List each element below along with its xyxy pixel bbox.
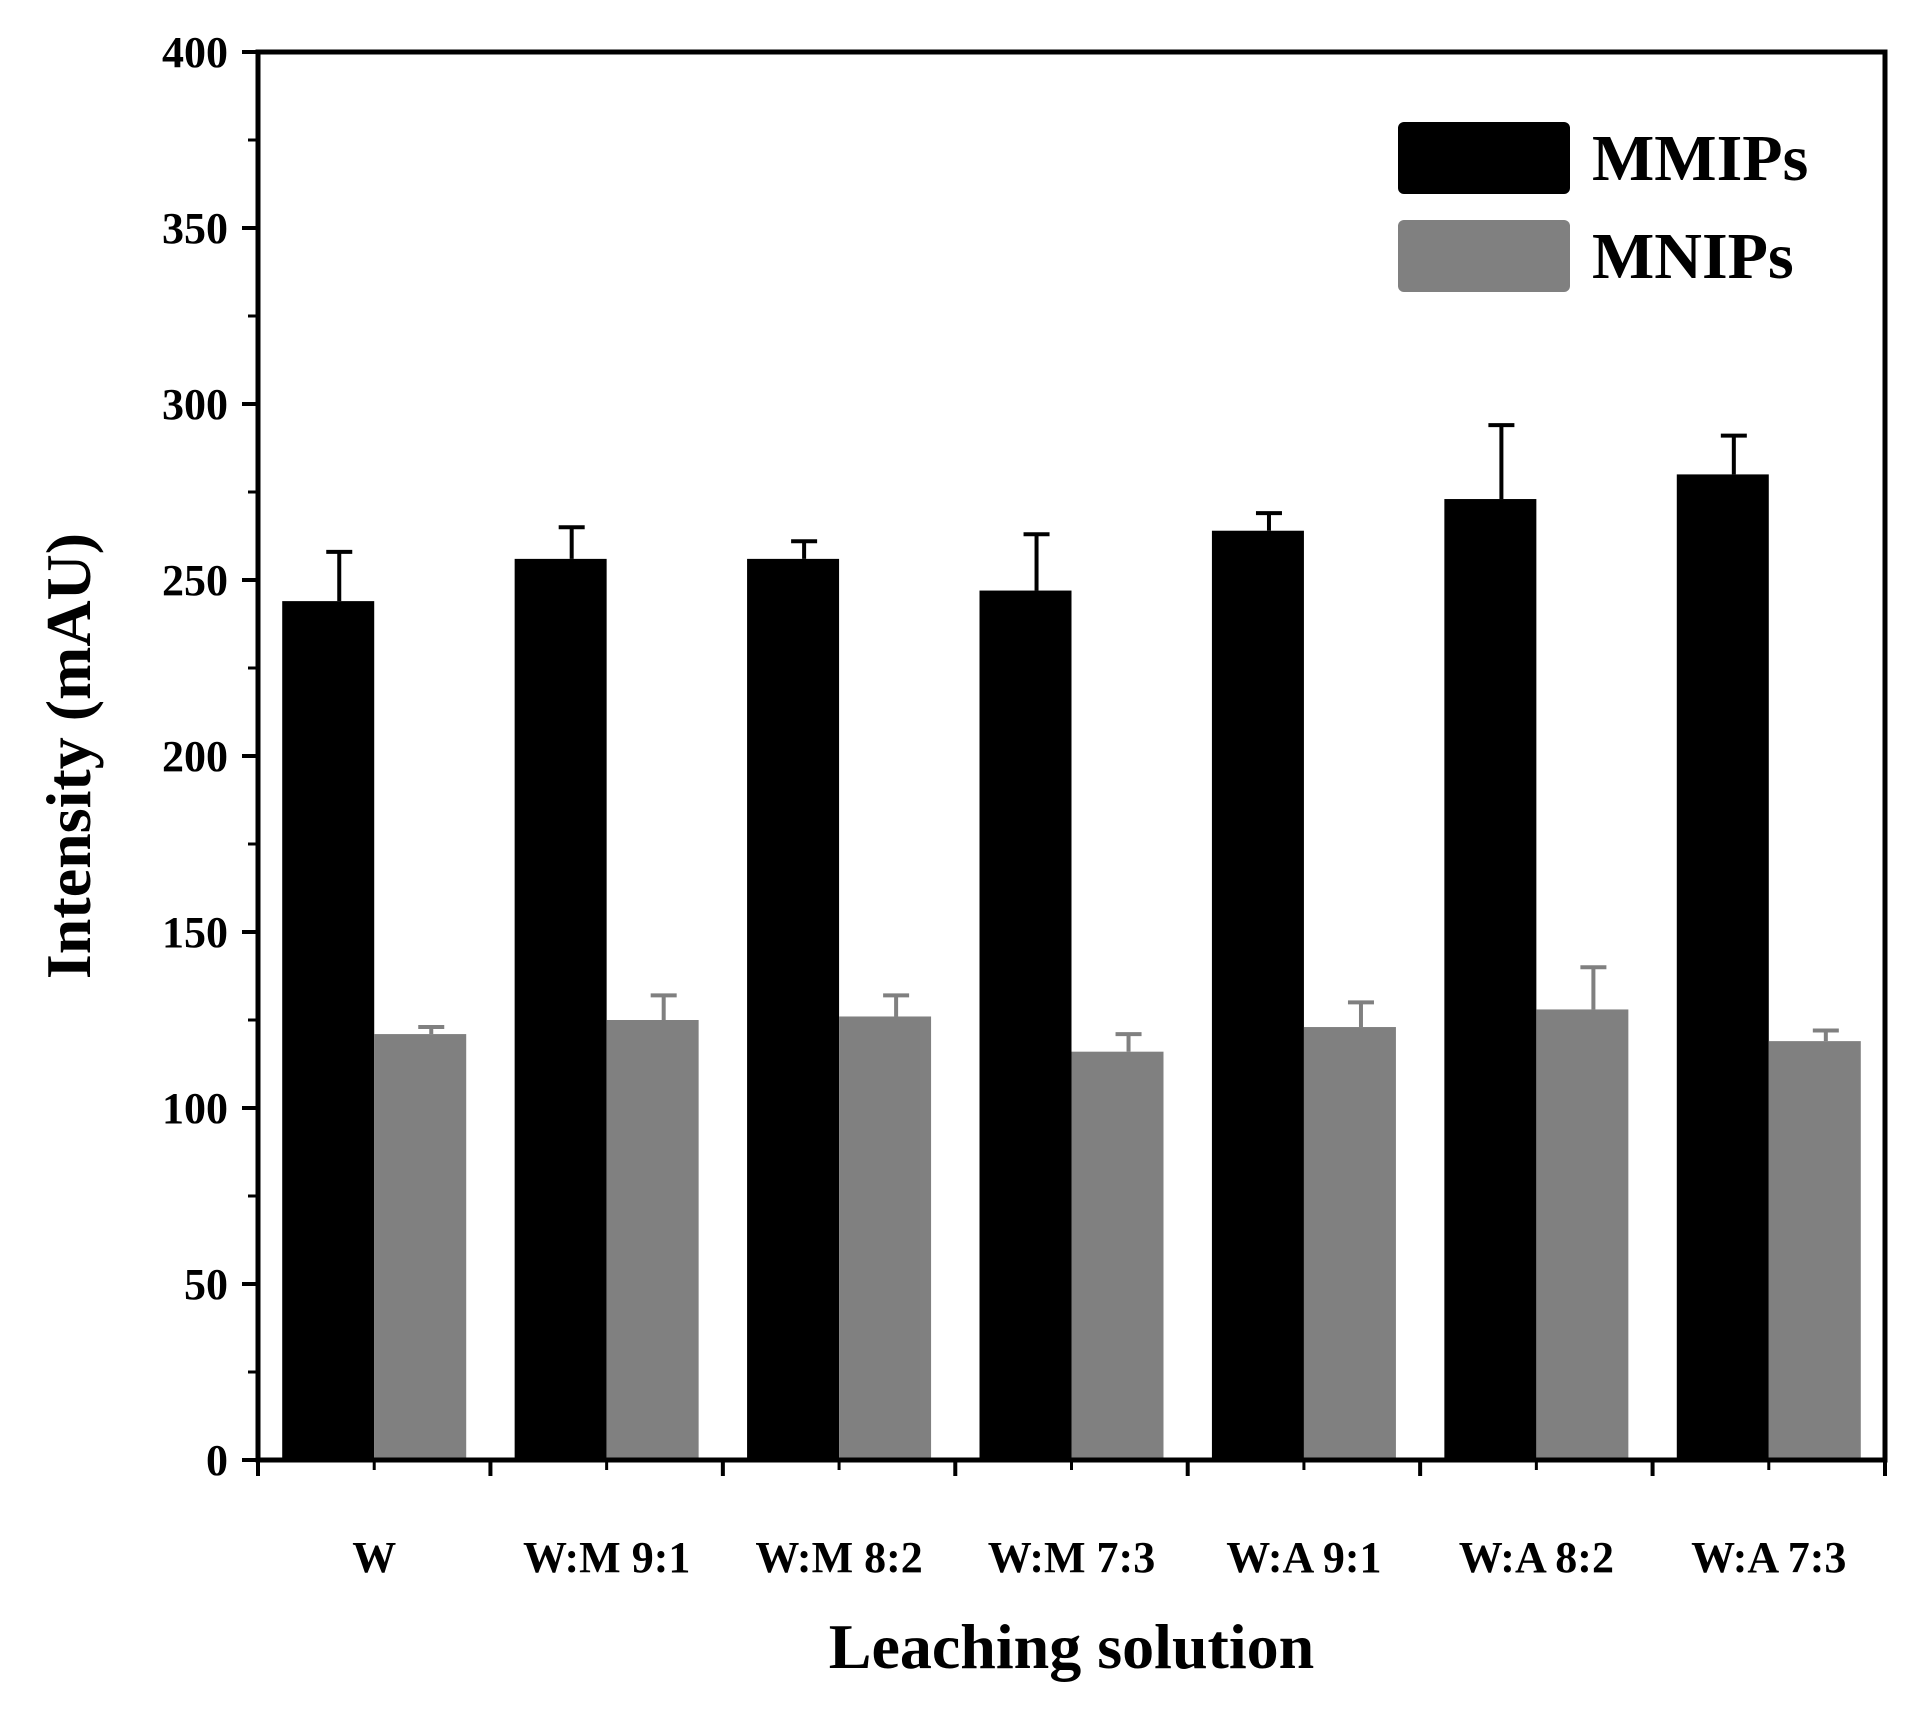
bar-mmips bbox=[1444, 499, 1537, 1460]
bar-mmips bbox=[747, 558, 840, 1460]
error-bars-layer bbox=[326, 423, 1839, 1052]
bar-mnips bbox=[606, 1020, 699, 1460]
y-tick-label: 50 bbox=[184, 1260, 228, 1309]
y-tick-label: 200 bbox=[162, 732, 228, 781]
y-tick-label: 300 bbox=[162, 380, 228, 429]
bar-mnips bbox=[1071, 1051, 1164, 1460]
bar-mmips bbox=[1211, 530, 1304, 1460]
bar-mmips bbox=[979, 590, 1072, 1460]
x-tick-label: W:A 7:3 bbox=[1691, 1533, 1846, 1582]
bar-mnips bbox=[1536, 1009, 1629, 1460]
x-tick-label: W:M 9:1 bbox=[523, 1533, 690, 1582]
bar-mnips bbox=[1768, 1041, 1861, 1460]
legend-swatch-mnips bbox=[1398, 220, 1570, 292]
bar-mmips bbox=[1676, 474, 1769, 1460]
y-axis: 0 50 100 150 200 250 300 350 400 bbox=[162, 28, 258, 1485]
y-axis-title: Intensity (mAU) bbox=[33, 533, 104, 979]
y-tick-label: 100 bbox=[162, 1084, 228, 1133]
legend-swatch-mmips bbox=[1398, 122, 1570, 194]
y-tick-label: 400 bbox=[162, 28, 228, 77]
x-tick-label: W:M 7:3 bbox=[988, 1533, 1155, 1582]
legend-label-mmips: MMIPs bbox=[1592, 122, 1808, 195]
y-tick-label: 150 bbox=[162, 908, 228, 957]
bars-layer bbox=[282, 474, 1861, 1460]
x-tick-label: W:A 8:2 bbox=[1459, 1533, 1614, 1582]
bar-mmips bbox=[282, 601, 375, 1460]
x-tick-label: W:M 8:2 bbox=[755, 1533, 922, 1582]
x-axis: W W:M 9:1 W:M 8:2 W:M 7:3 W:A 9:1 W:A 8:2 W:A … bbox=[256, 1460, 1887, 1582]
y-tick-label: 350 bbox=[162, 204, 228, 253]
bar-mnips bbox=[374, 1034, 467, 1460]
legend: MMIPs MNIPs bbox=[1398, 122, 1808, 293]
bar-mnips bbox=[839, 1016, 932, 1460]
legend-label-mnips: MNIPs bbox=[1592, 220, 1794, 293]
y-tick-label: 250 bbox=[162, 556, 228, 605]
x-axis-title: Leaching solution bbox=[829, 1611, 1314, 1682]
bar-mnips bbox=[1303, 1027, 1396, 1460]
y-tick-label: 0 bbox=[206, 1436, 228, 1485]
x-tick-label: W:A 9:1 bbox=[1226, 1533, 1381, 1582]
bar-mmips bbox=[514, 558, 607, 1460]
x-tick-label: W bbox=[352, 1533, 396, 1582]
